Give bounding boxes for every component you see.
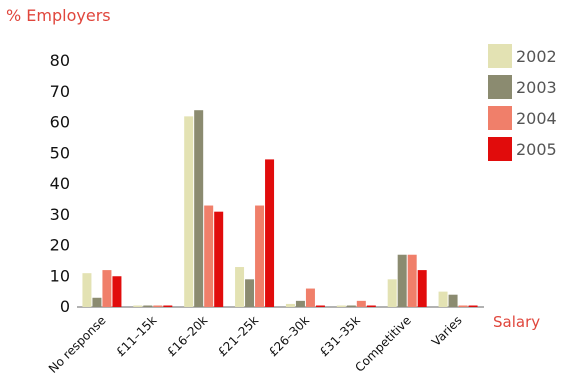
y-axis-label: % Employers [6,6,111,25]
bar [468,305,478,307]
y-tick-label: 40 [50,174,70,193]
x-axis-label: Salary [493,313,540,331]
bar [184,116,194,307]
x-tick-label: £31–35k [317,313,363,359]
bar [214,211,224,307]
bar [417,270,427,307]
legend: 2002 2003 2004 2005 [488,44,557,161]
bar [265,159,275,307]
y-tick-label: 80 [50,51,70,70]
x-axis-ticks: No response £11–15k £16–20k £21–25k £26–30k £… [46,313,465,376]
bar [458,305,468,307]
bar [285,303,295,307]
y-tick-label: 0 [60,297,70,316]
bar [356,300,366,307]
bar [407,254,417,307]
bars [82,110,478,307]
bar [92,297,102,307]
x-tick-label: £11–15k [113,313,159,359]
bar [235,267,245,307]
y-axis-ticks: 0 10 20 30 40 50 60 70 80 [50,51,70,316]
x-tick-label: £21–25k [215,313,261,359]
y-tick-label: 30 [50,205,70,224]
legend-label: 2002 [516,47,557,66]
bar [387,279,397,307]
legend-label: 2004 [516,109,557,128]
bar [315,305,325,307]
bar [153,305,163,307]
bar [194,110,204,307]
bar [102,270,112,307]
y-tick-label: 70 [50,82,70,101]
bar [112,276,122,307]
legend-swatch [488,44,512,68]
bar [448,294,458,307]
x-tick-label: £26–30k [266,313,312,359]
bar [143,305,153,307]
bar [245,279,255,307]
bar [346,305,356,307]
y-tick-label: 20 [50,236,70,255]
bar [336,305,346,307]
legend-swatch [488,75,512,99]
legend-label: 2005 [516,140,557,159]
x-tick-label: No response [46,313,109,376]
y-tick-label: 60 [50,113,70,132]
bar [133,305,143,307]
bar [204,205,214,307]
y-tick-label: 10 [50,266,70,285]
bar [366,305,376,307]
bar [295,300,305,307]
bar [163,305,173,307]
legend-swatch [488,137,512,161]
bar [82,273,92,307]
bar [438,291,448,307]
y-tick-label: 50 [50,143,70,162]
bar [305,288,315,307]
x-tick-label: Varies [429,313,465,349]
bar [255,205,265,307]
legend-label: 2003 [516,78,557,97]
legend-swatch [488,106,512,130]
x-tick-label: £16–20k [164,313,210,359]
bar [397,254,407,307]
